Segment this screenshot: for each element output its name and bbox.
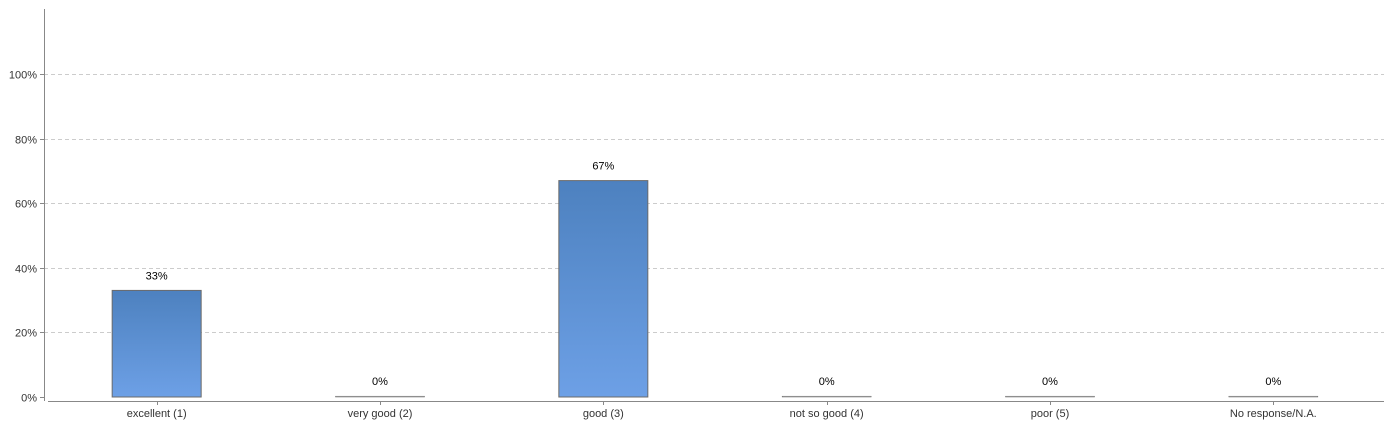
axes: 0% 20% 40% 60% 80% 100% [9, 9, 1384, 405]
bar-5 [1228, 395, 1319, 398]
y-tick-label-60: 60% [15, 199, 37, 211]
bars [111, 180, 1319, 398]
gridlines [44, 74, 1384, 333]
data-label-0: 33% [146, 270, 168, 282]
x-tick-label-1: very good (2) [348, 408, 413, 420]
data-label-4: 0% [1042, 376, 1058, 388]
bar-3 [781, 395, 872, 398]
data-label-2: 67% [592, 161, 614, 173]
x-tick-label-4: poor (5) [1031, 408, 1070, 420]
x-tick-label-2: good (3) [583, 408, 624, 420]
x-tick-label-0: excellent (1) [127, 408, 187, 420]
y-tick-label-0: 0% [21, 393, 37, 405]
y-tick-label-40: 40% [15, 264, 37, 276]
x-tick-label-3: not so good (4) [790, 408, 864, 420]
bar-1 [335, 395, 425, 398]
bar-4 [1005, 395, 1095, 398]
bar-0 [111, 289, 202, 398]
y-tick-label-20: 20% [15, 328, 37, 340]
y-tick-label-80: 80% [15, 135, 37, 147]
y-tick-label-100: 100% [9, 70, 37, 82]
data-label-3: 0% [819, 376, 835, 388]
data-label-1: 0% [372, 376, 388, 388]
bar-2 [558, 180, 649, 398]
labels: 33% excellent (1) 0% very good (2) 67% good (… [127, 161, 1317, 420]
data-label-5: 0% [1265, 376, 1281, 388]
x-tick-label-5: No response/N.A. [1230, 408, 1317, 420]
